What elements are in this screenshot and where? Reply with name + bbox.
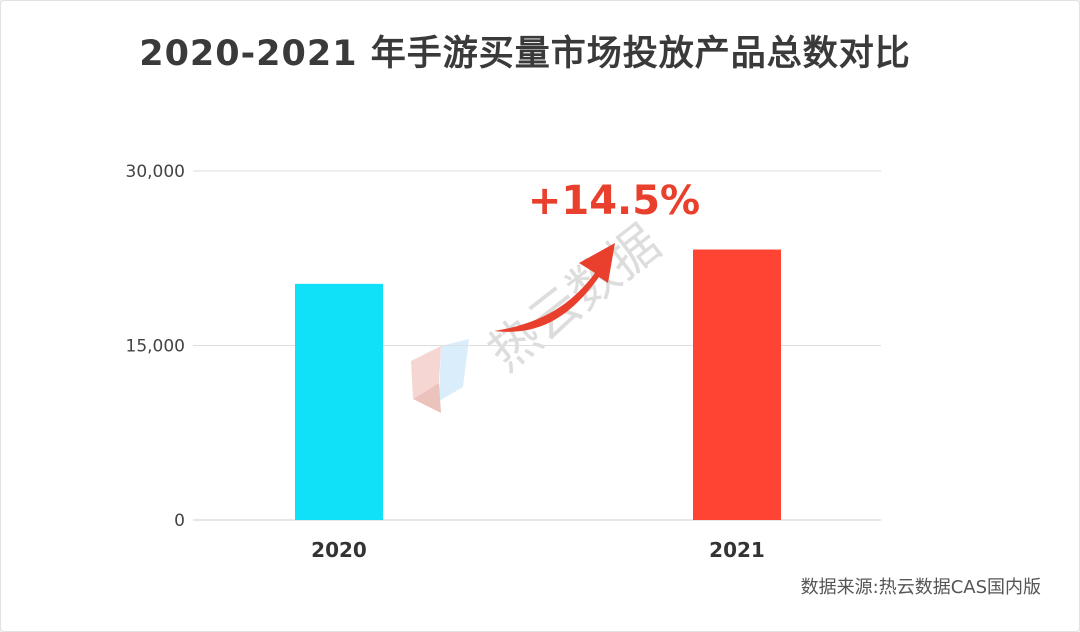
- x-tick-label: 2021: [709, 538, 765, 562]
- y-tick-label: 0: [174, 511, 185, 531]
- bar-2021: [693, 249, 781, 520]
- growth-arrow-icon: [494, 243, 615, 332]
- growth-label: +14.5%: [528, 178, 700, 224]
- watermark-logo-icon: [411, 339, 469, 413]
- bar-2020: [295, 283, 383, 520]
- x-tick-label: 2020: [311, 538, 367, 562]
- source-note: 数据来源:热云数据CAS国内版: [800, 577, 1041, 598]
- y-tick-label: 15,000: [126, 337, 185, 357]
- watermark: 热云数据: [411, 214, 671, 413]
- chart-title: 2020-2021 年手游买量市场投放产品总数对比: [139, 34, 911, 74]
- y-tick-label: 30,000: [126, 162, 185, 182]
